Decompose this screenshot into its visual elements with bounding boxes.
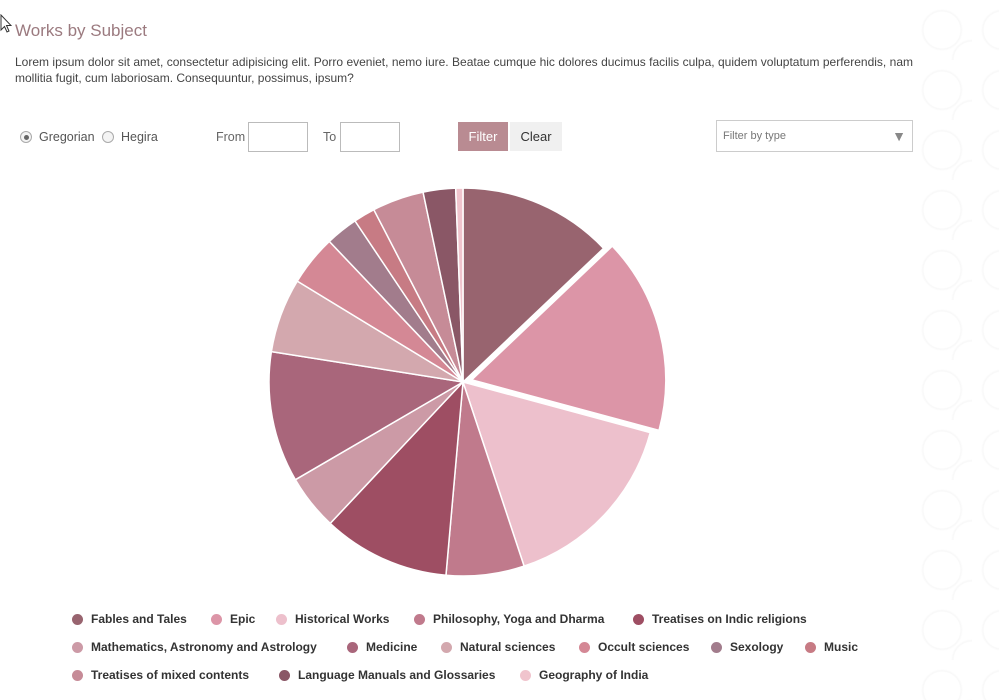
pie-slice-geography-of-india[interactable]: [454, 187, 464, 383]
legend-item-music[interactable]: Music: [805, 640, 858, 654]
to-label: To: [323, 130, 337, 144]
legend-label-historical-works: Historical Works: [295, 612, 390, 626]
pie-slice-historical-works[interactable]: [461, 380, 652, 568]
legend-label-mathematics-astronomy-and-astrology: Mathematics, Astronomy and Astrology: [91, 640, 317, 654]
chart-legend: Fables and Tales Epic Historical Works Phil…: [0, 608, 999, 698]
legend-marker-geography-of-india: [520, 669, 531, 681]
background-pattern: [912, 0, 999, 700]
legend-marker-fables-and-tales: [72, 613, 83, 625]
legend-marker-mathematics-astronomy-and-astrology: [72, 641, 83, 653]
legend-label-treatises-of-mixed-contents: Treatises of mixed contents: [91, 668, 250, 682]
dropdown-arrow-icon: ▼: [892, 128, 906, 144]
radio-gregorian-label: Gregorian: [39, 130, 95, 144]
legend-item-sexology[interactable]: Sexology: [711, 640, 783, 654]
legend-marker-sexology: [711, 641, 722, 653]
legend-item-epic[interactable]: Epic: [211, 612, 255, 626]
legend-item-natural-sciences[interactable]: Natural sciences: [441, 640, 555, 654]
legend-marker-treatises-on-indic-religions: [633, 613, 644, 625]
legend-marker-language-manuals-and-glossaries: [279, 669, 290, 681]
legend-item-geography-of-india[interactable]: Geography of India: [520, 668, 648, 682]
legend-label-language-manuals-and-glossaries: Language Manuals and Glossaries: [298, 668, 496, 682]
pie-chart: [268, 187, 667, 577]
legend-label-sexology: Sexology: [730, 640, 784, 654]
legend-label-fables-and-tales: Fables and Tales: [91, 612, 187, 626]
legend-item-language-manuals-and-glossaries[interactable]: Language Manuals and Glossaries: [279, 668, 495, 682]
legend-label-natural-sciences: Natural sciences: [460, 640, 556, 654]
radio-gregorian[interactable]: Gregorian: [20, 130, 95, 144]
mouse-cursor-icon: [0, 14, 12, 33]
pie-slice-fables-and-tales[interactable]: [462, 187, 605, 384]
page-title: Works by Subject: [15, 21, 147, 41]
from-label: From: [216, 130, 246, 144]
pie-slice-epic[interactable]: [470, 245, 667, 432]
legend-item-philosophy-yoga-and-dharma[interactable]: Philosophy, Yoga and Dharma: [414, 612, 604, 626]
type-filter-select[interactable]: Filter by type ▼: [716, 120, 913, 152]
to-input[interactable]: [340, 122, 400, 152]
legend-marker-occult-sciences: [579, 641, 590, 653]
legend-item-medicine[interactable]: Medicine: [347, 640, 417, 654]
legend-item-occult-sciences[interactable]: Occult sciences: [579, 640, 689, 654]
legend-label-music: Music: [824, 640, 859, 654]
legend-marker-music: [805, 641, 816, 653]
radio-hegira[interactable]: Hegira: [102, 130, 158, 144]
legend-marker-treatises-of-mixed-contents: [72, 669, 83, 681]
from-input[interactable]: [248, 122, 308, 152]
legend-label-medicine: Medicine: [366, 640, 418, 654]
legend-marker-natural-sciences: [441, 641, 452, 653]
pie-slice-medicine[interactable]: [268, 350, 466, 481]
filter-controls: Gregorian Hegira From To Filter Clear Fi…: [0, 118, 999, 158]
legend-item-historical-works[interactable]: Historical Works: [276, 612, 389, 626]
legend-marker-medicine: [347, 641, 358, 653]
radio-hegira-indicator[interactable]: [102, 131, 114, 143]
legend-label-philosophy-yoga-and-dharma: Philosophy, Yoga and Dharma: [433, 612, 605, 626]
legend-label-epic: Epic: [230, 612, 256, 626]
clear-button[interactable]: Clear: [510, 122, 562, 151]
radio-gregorian-indicator[interactable]: [20, 131, 32, 143]
page-description: Lorem ipsum dolor sit amet, consectetur …: [15, 55, 913, 85]
legend-marker-philosophy-yoga-and-dharma: [414, 613, 425, 625]
type-filter-placeholder: Filter by type: [723, 130, 786, 142]
legend-label-geography-of-india: Geography of India: [539, 668, 649, 682]
legend-label-treatises-on-indic-religions: Treatises on Indic religions: [652, 612, 807, 626]
legend-item-mathematics-astronomy-and-astrology[interactable]: Mathematics, Astronomy and Astrology: [72, 640, 317, 654]
legend-label-occult-sciences: Occult sciences: [598, 640, 690, 654]
legend-marker-epic: [211, 613, 222, 625]
legend-marker-historical-works: [276, 613, 287, 625]
filter-button[interactable]: Filter: [458, 122, 508, 151]
pie-slice-treatises-on-indic-religions[interactable]: [329, 379, 464, 577]
radio-hegira-label: Hegira: [121, 130, 158, 144]
legend-item-treatises-of-mixed-contents[interactable]: Treatises of mixed contents: [72, 668, 249, 682]
legend-item-fables-and-tales[interactable]: Fables and Tales: [72, 612, 187, 626]
legend-item-treatises-on-indic-religions[interactable]: Treatises on Indic religions: [633, 612, 807, 626]
